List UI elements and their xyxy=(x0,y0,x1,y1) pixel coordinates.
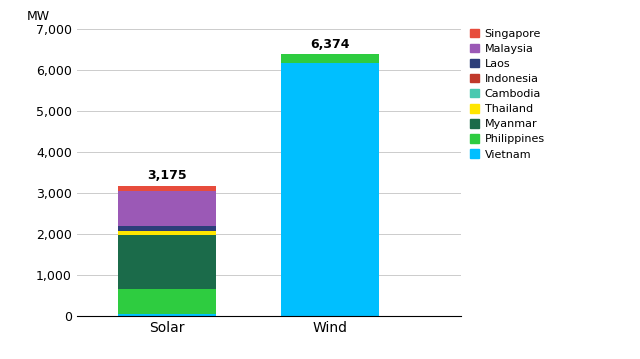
Bar xyxy=(118,289,216,314)
Bar xyxy=(281,62,379,316)
Text: 6,374: 6,374 xyxy=(310,38,350,51)
Bar xyxy=(118,314,216,316)
Text: 3,175: 3,175 xyxy=(147,169,186,182)
Bar xyxy=(118,186,216,191)
Legend: Singapore, Malaysia, Laos, Indonesia, Cambodia, Thailand, Myanmar, Philippines, : Singapore, Malaysia, Laos, Indonesia, Ca… xyxy=(470,28,545,159)
Bar xyxy=(118,231,216,235)
Text: MW: MW xyxy=(27,10,50,23)
Bar xyxy=(118,191,216,227)
Bar xyxy=(118,235,216,289)
Bar xyxy=(118,227,216,231)
Bar xyxy=(281,55,379,62)
